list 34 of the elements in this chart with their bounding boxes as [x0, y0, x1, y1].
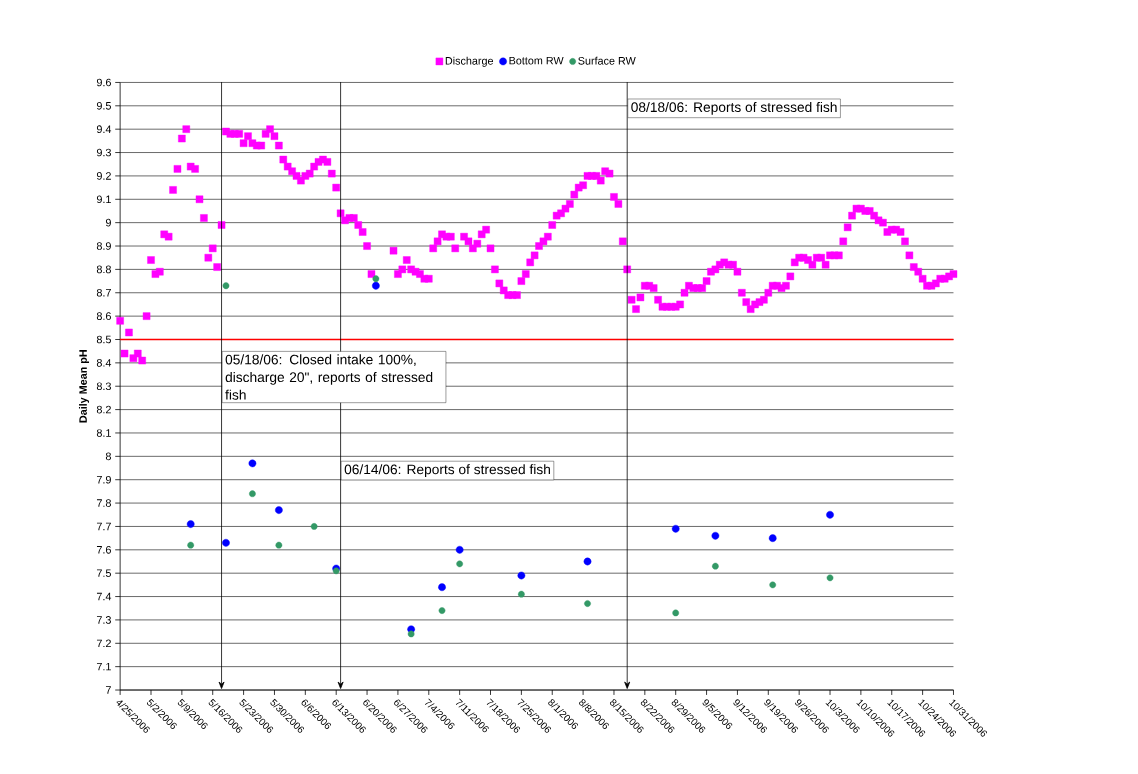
- y-axis-title: Daily Mean pH: [78, 349, 90, 423]
- y-tick-label: 8: [105, 452, 111, 460]
- y-tick-label: 7: [105, 686, 111, 694]
- y-tick-label: 7.7: [96, 522, 111, 530]
- y-tick-label: 9: [105, 218, 111, 227]
- y-tick-label: 8.4: [96, 358, 112, 367]
- y-tick-label: 7.3: [96, 615, 111, 624]
- y-tick-label: 9.5: [96, 101, 111, 110]
- y-tick-label: 8.9: [96, 241, 111, 250]
- y-tick-label: 7.4: [96, 592, 112, 601]
- y-tick-label: 9.6: [96, 78, 111, 87]
- legend-label: Bottom RW: [509, 56, 564, 65]
- y-tick-label: 8.6: [96, 312, 111, 320]
- y-tick-label: 7.8: [96, 499, 111, 507]
- y-tick-label: 7.1: [96, 662, 111, 671]
- y-tick-label: 8.8: [96, 265, 111, 273]
- ref-line-label: 08/18/06: Reports of stressed fish: [631, 101, 837, 115]
- y-tick-label: 7.5: [96, 569, 111, 577]
- y-tick-label: 7.6: [96, 545, 111, 554]
- y-tick-label: 8.7: [96, 288, 111, 297]
- y-tick-label: 9.4: [96, 125, 112, 133]
- y-tick-label: 9.1: [96, 195, 111, 203]
- y-tick-label: 9.2: [96, 171, 111, 180]
- legend-label: Surface RW: [578, 56, 636, 65]
- ref-line-label: 05/18/06: Closed intake 100%, discharge 20", reports of stressed fish: [225, 354, 433, 400]
- y-tick-label: 9.3: [96, 148, 111, 157]
- y-tick-label: 7.9: [96, 475, 111, 484]
- y-tick-label: 8.3: [96, 382, 111, 390]
- legend-label: Discharge: [445, 56, 494, 67]
- ref-line-label: 06/14/06: Reports of stressed fish: [344, 463, 550, 477]
- y-tick-label: 7.2: [96, 639, 111, 647]
- y-tick-label: 8.1: [96, 428, 111, 437]
- y-tick-label: 8.5: [96, 335, 111, 344]
- y-tick-label: 8.2: [96, 405, 111, 414]
